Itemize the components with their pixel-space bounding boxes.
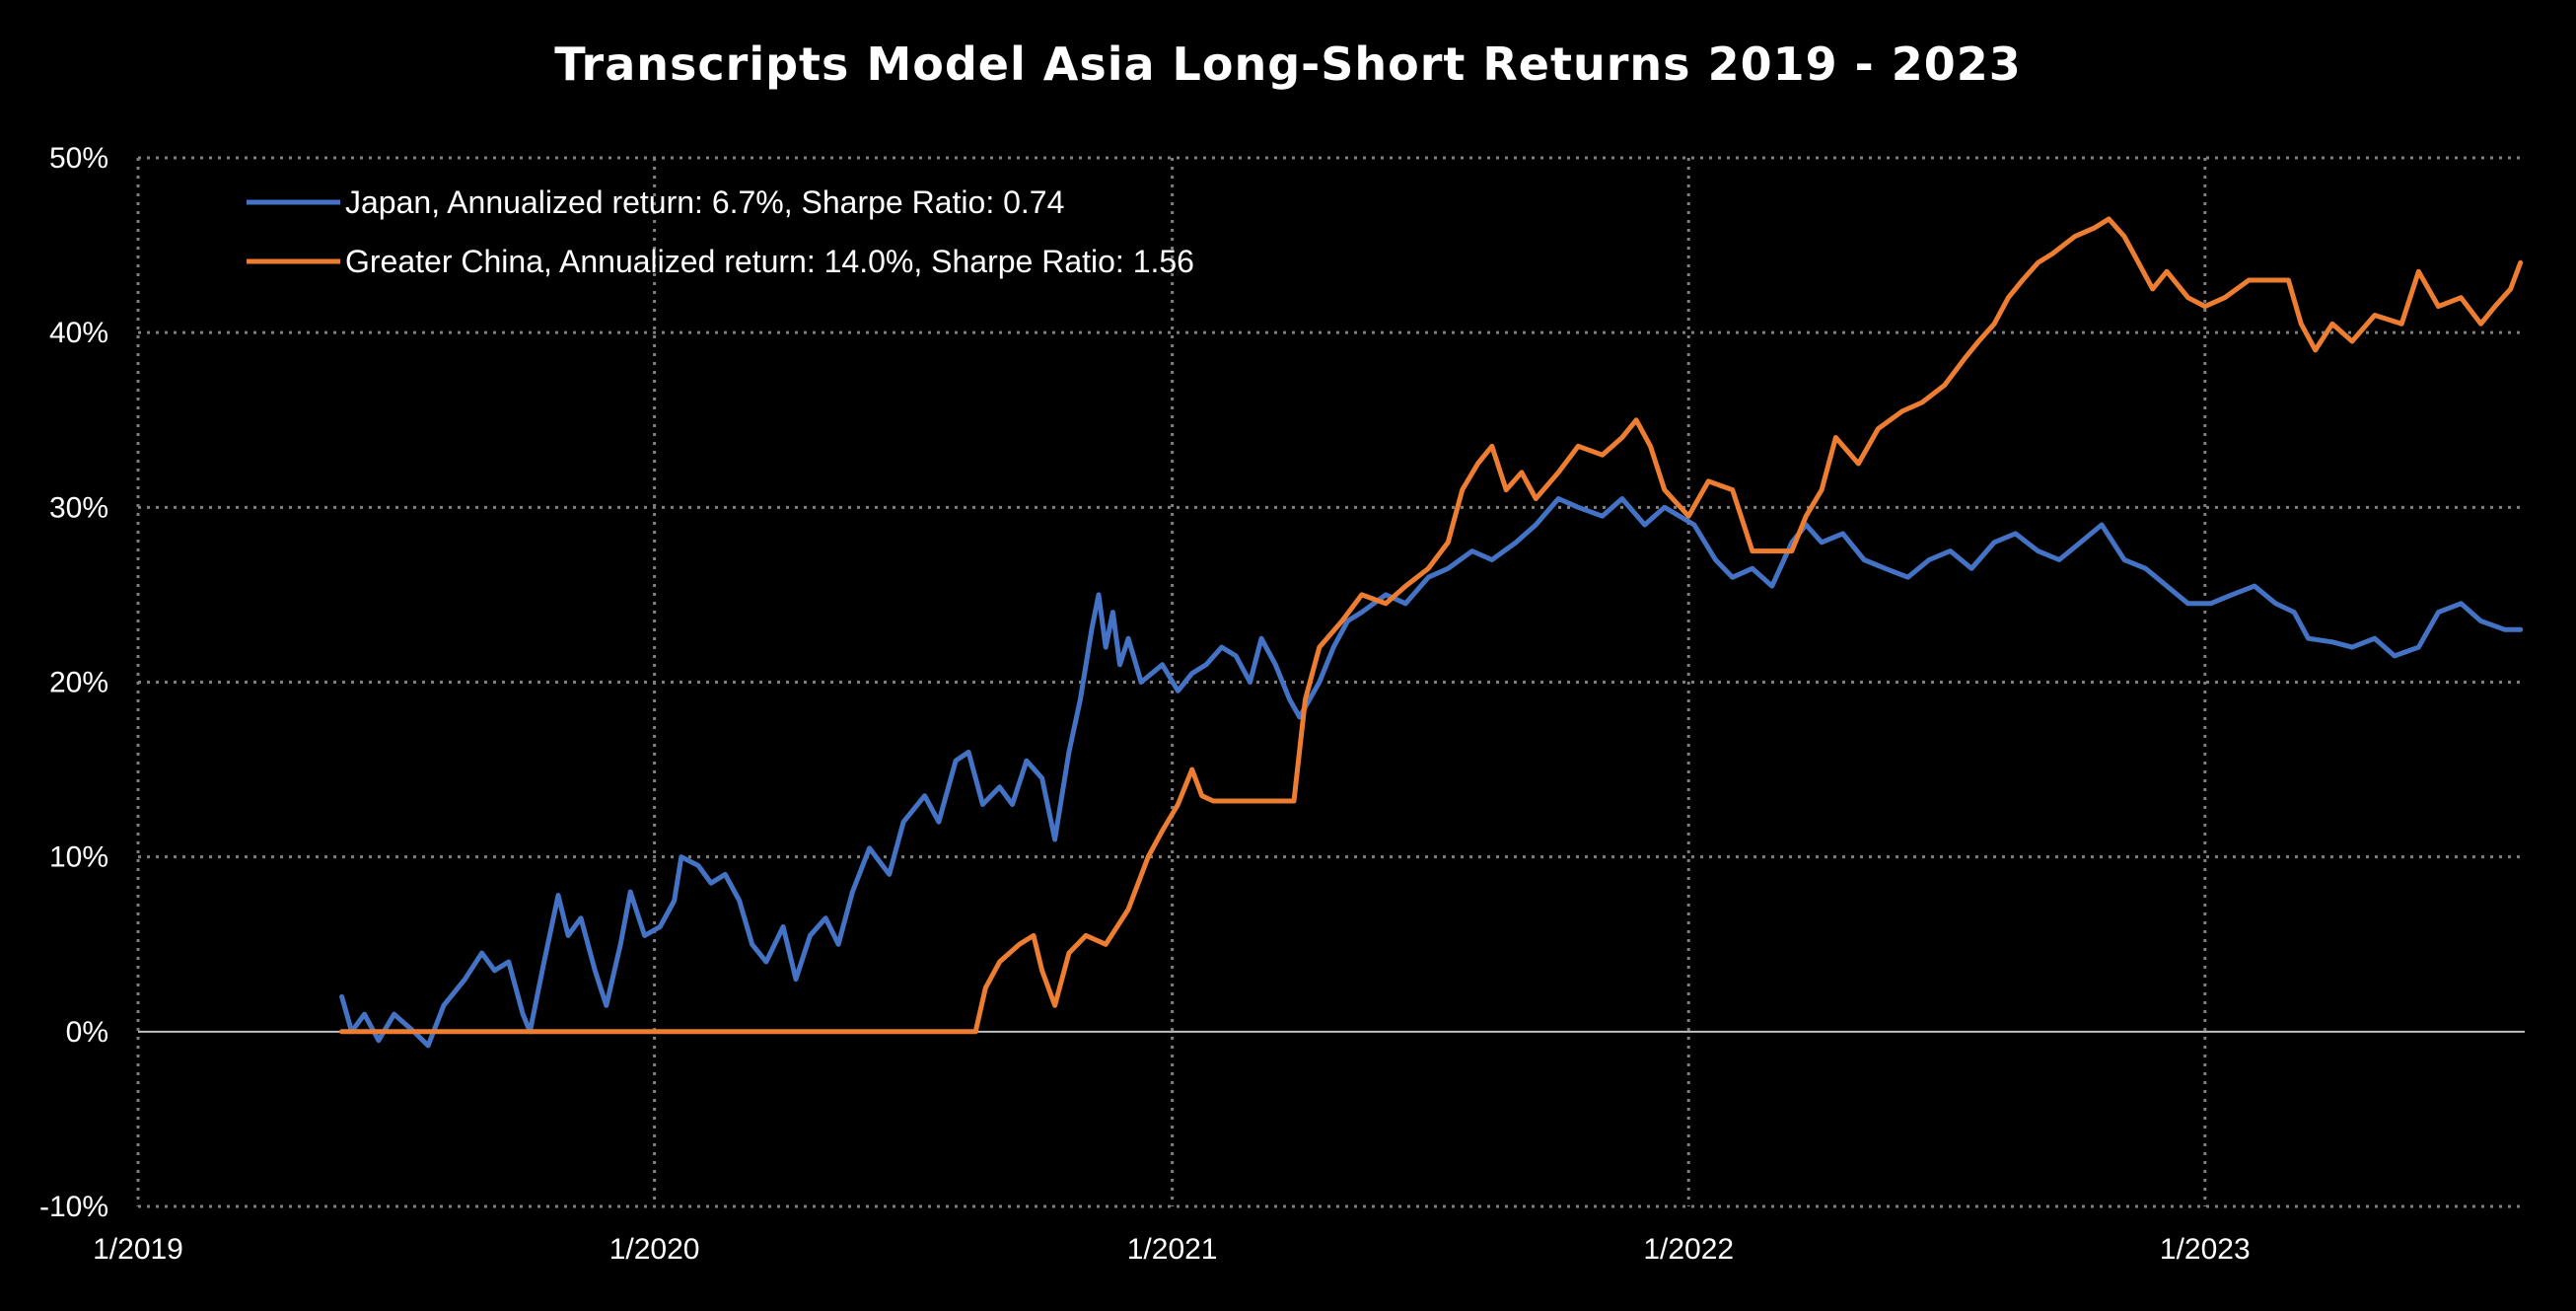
y-tick-label: 50%: [49, 142, 108, 175]
chart-title: Transcripts Model Asia Long-Short Return…: [554, 37, 2022, 91]
y-tick-label: -10%: [39, 1191, 108, 1223]
y-tick-label: 30%: [49, 491, 108, 524]
y-tick-label: 20%: [49, 667, 108, 699]
y-tick-label: 10%: [49, 841, 108, 874]
x-tick-label: 1/2020: [609, 1233, 700, 1266]
x-tick-label: 1/2021: [1127, 1233, 1218, 1266]
legend-label-greater-china: Greater China, Annualized return: 14.0%,…: [345, 244, 1194, 279]
series-line-japan: [339, 496, 2524, 1049]
y-tick-label: 0%: [66, 1016, 108, 1049]
x-tick-label: 1/2023: [2160, 1233, 2251, 1266]
y-tick-label: 40%: [49, 317, 108, 349]
x-tick-label: 1/2019: [93, 1233, 183, 1266]
x-tick-label: 1/2022: [1643, 1233, 1734, 1266]
legend-label-japan: Japan, Annualized return: 6.7%, Sharpe R…: [345, 184, 1064, 220]
series-line-greater-china: [339, 216, 2524, 1035]
